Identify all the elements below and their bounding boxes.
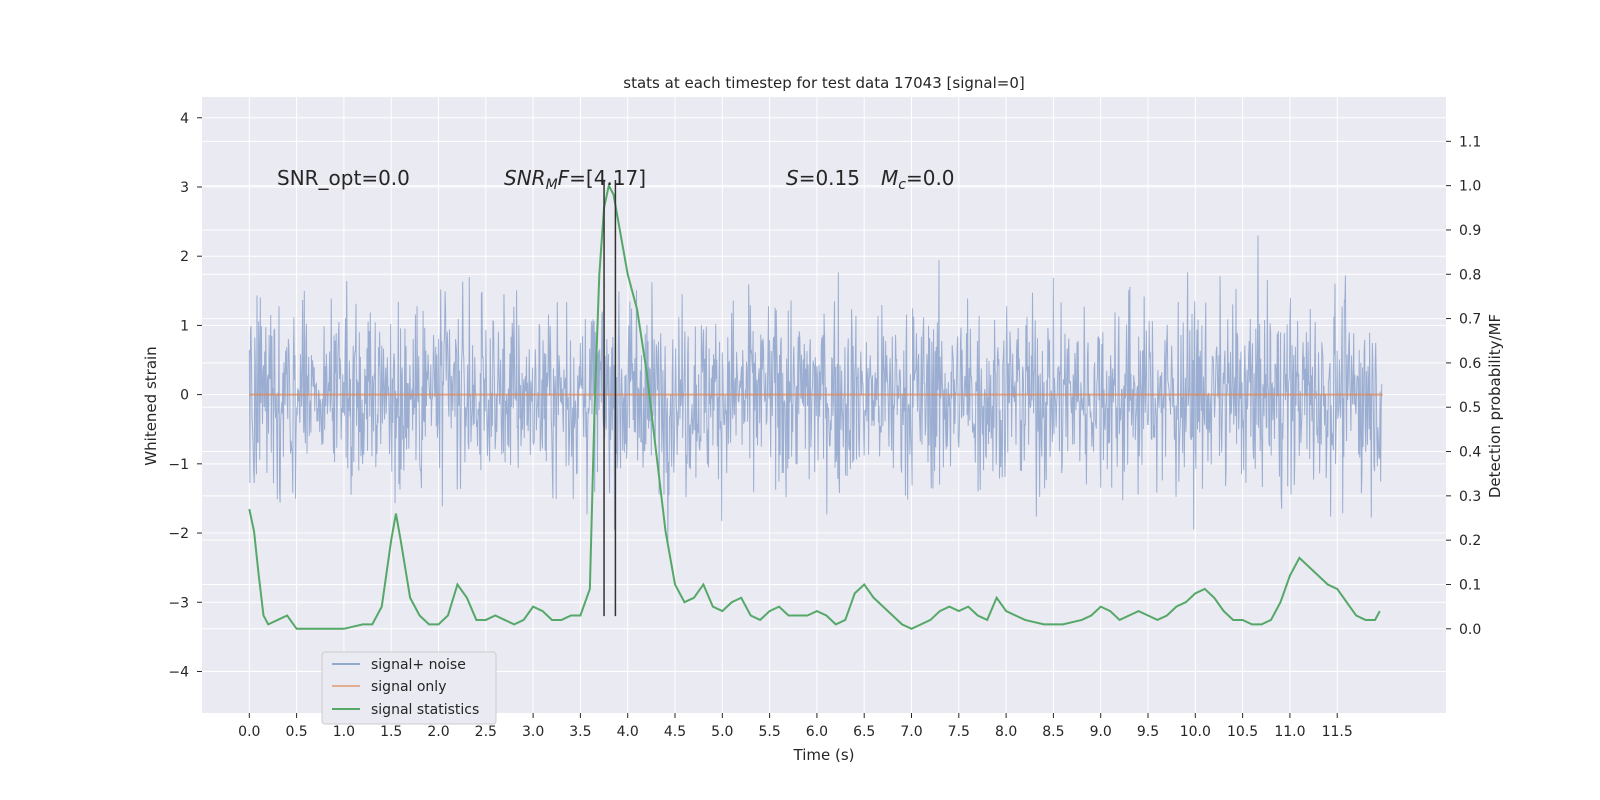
marker-lines — [603, 180, 617, 617]
x-tick-label: 2.0 — [427, 724, 449, 740]
y-right-tick-label: 1.0 — [1459, 179, 1481, 195]
x-tick-label: 10.0 — [1180, 724, 1211, 740]
x-tick-label: 8.0 — [995, 724, 1017, 740]
annotation-snr-mf: SNRMF=[4.17] — [504, 166, 646, 193]
y-right-axis-label: Detection probability/MF — [1486, 314, 1504, 498]
x-tick-label: 5.0 — [711, 724, 733, 740]
x-tick-label: 6.5 — [853, 724, 875, 740]
y-right-tick-label: 0.0 — [1459, 622, 1481, 638]
x-tick-label: 10.5 — [1227, 724, 1258, 740]
x-tick-label: 9.5 — [1137, 724, 1159, 740]
x-tick-label: 4.5 — [664, 724, 686, 740]
x-tick-label: 3.5 — [569, 724, 591, 740]
y-right-tick-label: 1.1 — [1459, 134, 1481, 150]
y-left-tick-label: −4 — [168, 664, 189, 680]
x-tick-label: 3.0 — [522, 724, 544, 740]
annotation-s: S=0.15 — [786, 166, 860, 190]
y-right-tick-label: 0.1 — [1459, 577, 1481, 593]
y-left-tick-label: −2 — [168, 526, 189, 542]
x-tick-label: 1.0 — [333, 724, 355, 740]
y-right-tick-label: 0.5 — [1459, 400, 1481, 416]
y-right-tick-label: 0.3 — [1459, 489, 1481, 505]
y-left-tick-label: 2 — [180, 249, 189, 265]
y-left-axis-ticks: −4 −3 −2 −1 0 1 2 3 4 — [168, 111, 202, 680]
y-right-tick-label: 0.4 — [1459, 445, 1481, 461]
x-tick-label: 6.0 — [806, 724, 828, 740]
x-tick-label: 9.0 — [1090, 724, 1112, 740]
legend-label-statistics: signal statistics — [371, 702, 479, 718]
x-tick-label: 4.0 — [617, 724, 639, 740]
x-tick-label: 11.5 — [1322, 724, 1353, 740]
x-tick-label: 0.0 — [238, 724, 260, 740]
x-axis-label: Time (s) — [793, 746, 855, 764]
y-right-axis-ticks: 0.0 0.1 0.2 0.3 0.4 0.5 0.6 0.7 0.8 0.9 1.0 1.1 — [1446, 134, 1481, 638]
y-left-tick-label: 0 — [180, 388, 189, 404]
legend: signal+ noise signal only signal statist… — [321, 651, 497, 725]
x-tick-label: 0.5 — [285, 724, 307, 740]
y-left-axis-label: Whitened strain — [142, 346, 160, 465]
x-tick-label: 1.5 — [380, 724, 402, 740]
legend-box — [321, 651, 497, 725]
x-tick-label: 11.0 — [1274, 724, 1305, 740]
legend-label-noise: signal+ noise — [371, 657, 466, 673]
y-left-tick-label: 1 — [180, 318, 189, 334]
x-tick-label: 7.5 — [948, 724, 970, 740]
y-right-tick-label: 0.7 — [1459, 312, 1481, 328]
y-right-tick-label: 0.6 — [1459, 356, 1481, 372]
legend-label-signal-only: signal only — [371, 679, 446, 695]
y-right-tick-label: 0.2 — [1459, 533, 1481, 549]
y-right-tick-label: 0.9 — [1459, 223, 1481, 239]
y-left-tick-label: 4 — [180, 111, 189, 127]
y-left-tick-label: −3 — [168, 595, 189, 611]
annotation-mc: Mc=0.0 — [881, 166, 955, 193]
x-tick-label: 2.5 — [475, 724, 497, 740]
series-signal-statistics — [248, 182, 1381, 630]
y-left-tick-label: 3 — [180, 180, 189, 196]
x-tick-label: 8.5 — [1042, 724, 1064, 740]
x-tick-label: 5.5 — [758, 724, 780, 740]
x-axis-ticks: 0.0 0.5 1.0 1.5 2.0 2.5 3.0 3.5 4.0 4.5 5.0 5.5 6.0 6… — [238, 713, 1353, 740]
x-tick-label: 7.0 — [900, 724, 922, 740]
annotation-snr-opt: SNR_opt=0.0 — [277, 166, 410, 190]
y-right-tick-label: 0.8 — [1459, 267, 1481, 283]
statistics-line — [248, 182, 1381, 630]
y-left-tick-label: −1 — [168, 457, 189, 473]
chart-title: stats at each timestep for test data 170… — [623, 74, 1024, 92]
